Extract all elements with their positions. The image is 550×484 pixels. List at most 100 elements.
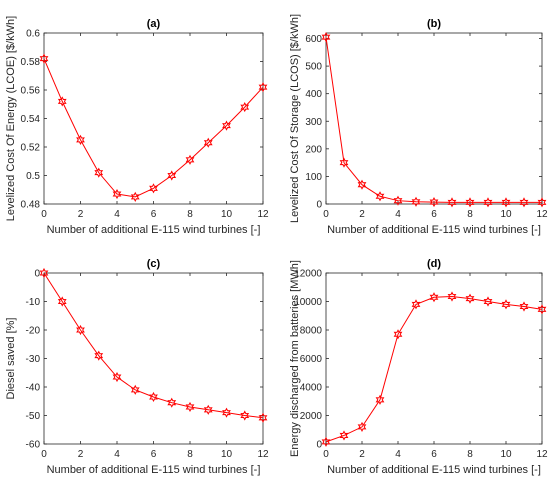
x-tick-label: 8 bbox=[467, 209, 473, 220]
data-point-marker bbox=[357, 179, 367, 190]
data-point-marker bbox=[203, 404, 213, 415]
data-point-marker bbox=[501, 197, 511, 208]
data-point-marker bbox=[483, 197, 493, 208]
data-point-marker bbox=[76, 324, 85, 336]
y-tick-label: 10000 bbox=[294, 297, 322, 308]
panel-b: 0 2 4 6 8 10 12 0 100 200 300 400 500 600 (b) Number of… bbox=[289, 14, 548, 236]
x-tick-label: 6 bbox=[431, 209, 437, 220]
data-point-marker bbox=[537, 304, 547, 315]
y-tick-label: 100 bbox=[305, 172, 322, 183]
data-point-marker bbox=[222, 407, 231, 418]
data-point-marker bbox=[149, 391, 158, 403]
y-tick-label: 400 bbox=[305, 89, 322, 100]
y-tick-label: 0.48 bbox=[21, 200, 41, 211]
x-tick-label: 6 bbox=[151, 209, 157, 220]
data-point-marker bbox=[519, 197, 529, 208]
data-point-marker bbox=[94, 167, 104, 178]
data-point-marker bbox=[447, 197, 457, 208]
y-tick-label: -20 bbox=[26, 326, 41, 337]
panel-a: 0 2 4 6 8 10 12 0.48 0.5 0.52 0.54 0.56 0.58 0.6 (a) Nu… bbox=[5, 16, 269, 236]
data-point-marker bbox=[321, 32, 331, 43]
data-point-marker bbox=[112, 371, 122, 383]
data-point-marker bbox=[240, 102, 250, 113]
data-point-marker bbox=[222, 120, 231, 131]
y-axis-label: Levelized Cost Of Storage (LCOS) [$/kWh] bbox=[289, 14, 301, 223]
panel-title: (d) bbox=[427, 258, 441, 270]
data-point-marker bbox=[357, 421, 367, 432]
y-tick-label: 0 bbox=[316, 200, 322, 211]
data-point-marker bbox=[130, 384, 140, 395]
y-tick-label: 0.54 bbox=[21, 114, 41, 125]
y-tick-label: 0.56 bbox=[21, 86, 41, 97]
data-point-marker bbox=[501, 299, 511, 310]
y-tick-label: -30 bbox=[26, 354, 41, 365]
x-tick-label: 0 bbox=[323, 449, 329, 460]
x-tick-label: 6 bbox=[151, 449, 157, 460]
data-point-marker bbox=[39, 53, 49, 64]
panel-title: (c) bbox=[147, 258, 161, 270]
data-point-marker bbox=[393, 329, 403, 340]
data-point-marker bbox=[57, 96, 67, 107]
data-point-marker bbox=[240, 410, 250, 421]
panel-d: 0 2 4 6 8 10 12 0 2000 4000 6000 8000 10000 12000 (d) N… bbox=[289, 258, 548, 476]
y-tick-label: 0.52 bbox=[21, 143, 41, 154]
x-tick-label: 2 bbox=[359, 209, 365, 220]
data-point-marker bbox=[258, 82, 268, 93]
y-axis-label: Diesel saved [%] bbox=[5, 318, 17, 400]
y-tick-label: 8000 bbox=[300, 326, 323, 337]
data-point-marker bbox=[411, 196, 421, 207]
data-point-marker bbox=[321, 436, 331, 447]
y-tick-label: 200 bbox=[305, 144, 322, 155]
data-point-marker bbox=[185, 401, 195, 413]
x-tick-label: 4 bbox=[114, 209, 120, 220]
x-tick-label: 8 bbox=[187, 209, 193, 220]
x-tick-label: 12 bbox=[536, 209, 548, 220]
y-tick-label: 2000 bbox=[300, 411, 323, 422]
x-tick-label: 4 bbox=[395, 449, 401, 460]
y-tick-label: 0 bbox=[316, 440, 322, 451]
plot-frame bbox=[43, 32, 264, 205]
x-tick-label: 4 bbox=[114, 449, 120, 460]
data-point-marker bbox=[375, 394, 385, 405]
y-tick-label: 0.5 bbox=[26, 171, 40, 182]
x-tick-label: 0 bbox=[41, 449, 47, 460]
data-point-marker bbox=[447, 291, 457, 302]
x-tick-label: 4 bbox=[395, 209, 401, 220]
plot-frame bbox=[325, 272, 543, 445]
x-axis-label: Number of additional E-115 wind turbines… bbox=[327, 224, 541, 236]
data-point-marker bbox=[411, 299, 421, 310]
y-axis-label: Levelized Cost Of Energy (LCOE) [$/kWh] bbox=[5, 16, 17, 221]
series-line bbox=[325, 296, 543, 443]
data-point-marker bbox=[167, 170, 177, 181]
y-axis-label: Energy discharged from batteries [MWh] bbox=[289, 260, 301, 457]
data-point-marker bbox=[537, 197, 547, 208]
x-tick-label: 12 bbox=[257, 209, 269, 220]
data-point-marker bbox=[483, 296, 493, 307]
y-tick-label: 0.58 bbox=[21, 57, 41, 68]
x-tick-label: 12 bbox=[257, 449, 269, 460]
plot-frame bbox=[43, 272, 264, 445]
data-point-marker bbox=[112, 188, 122, 200]
x-axis-label: Number of additional E-115 wind turbines… bbox=[327, 464, 541, 476]
data-point-marker bbox=[429, 196, 439, 208]
series-line bbox=[43, 272, 264, 419]
panel-title: (a) bbox=[147, 18, 161, 30]
x-tick-label: 2 bbox=[359, 449, 365, 460]
x-tick-label: 10 bbox=[500, 449, 512, 460]
y-tick-label: 4000 bbox=[300, 383, 323, 394]
x-tick-label: 10 bbox=[221, 449, 233, 460]
x-tick-label: 6 bbox=[431, 449, 437, 460]
data-point-marker bbox=[76, 134, 85, 145]
y-tick-label: 300 bbox=[305, 117, 322, 128]
y-tick-label: -60 bbox=[26, 440, 41, 451]
series-line bbox=[43, 58, 264, 198]
x-axis-label: Number of additional E-115 wind turbines… bbox=[47, 224, 261, 236]
x-tick-label: 10 bbox=[500, 209, 512, 220]
plot-frame bbox=[325, 32, 543, 205]
data-point-marker bbox=[185, 154, 195, 165]
data-point-marker bbox=[149, 183, 158, 194]
y-tick-label: -40 bbox=[26, 383, 41, 394]
data-point-marker bbox=[94, 350, 104, 361]
x-tick-label: 2 bbox=[78, 209, 84, 220]
